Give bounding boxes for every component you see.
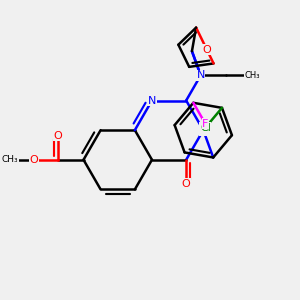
Text: N: N <box>196 70 205 80</box>
Text: CH₃: CH₃ <box>2 155 18 164</box>
Text: O: O <box>53 131 62 141</box>
Text: O: O <box>29 155 38 165</box>
Text: N: N <box>199 125 208 135</box>
Text: F: F <box>202 118 208 129</box>
Text: Cl: Cl <box>200 122 211 133</box>
Text: CH₃: CH₃ <box>244 71 260 80</box>
Text: O: O <box>182 179 190 189</box>
Text: O: O <box>202 45 211 55</box>
Text: N: N <box>148 95 156 106</box>
